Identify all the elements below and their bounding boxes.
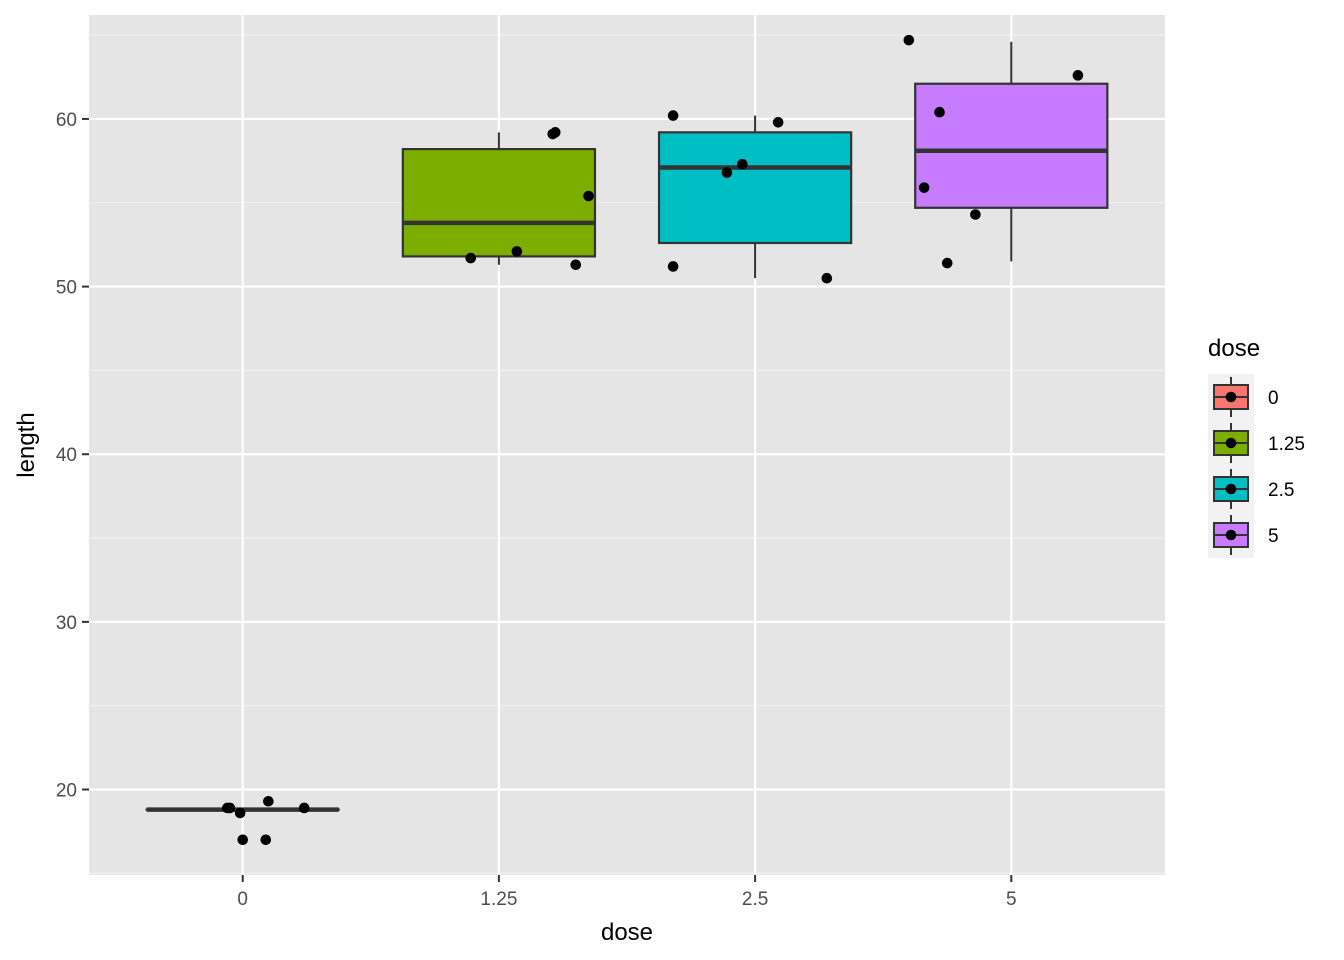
box-body xyxy=(914,82,1109,209)
legend-keys: 0 1.25 2.5 5 xyxy=(1208,374,1305,558)
points-layer xyxy=(222,34,1084,846)
y-tick-label: 40 xyxy=(56,445,77,466)
legend: dose 0 1.25 2.5 5 xyxy=(1208,335,1305,558)
legend-item-2.5: 2.5 xyxy=(1208,466,1294,512)
data-point xyxy=(298,802,310,814)
data-point xyxy=(511,246,523,257)
legend-item-0: 0 xyxy=(1208,374,1279,420)
data-point xyxy=(222,802,233,814)
x-tick-label: 0 xyxy=(237,889,248,910)
data-point xyxy=(234,807,246,819)
data-point xyxy=(1072,70,1084,81)
box-5 xyxy=(914,41,1109,262)
data-point xyxy=(934,106,945,118)
data-point xyxy=(465,252,477,264)
data-point xyxy=(941,257,953,269)
y-tick-label: 20 xyxy=(56,781,77,802)
data-point xyxy=(237,834,249,846)
data-point xyxy=(667,110,679,121)
boxes-layer xyxy=(145,41,1109,812)
legend-label: 1.25 xyxy=(1268,434,1305,455)
y-tick-label: 30 xyxy=(56,613,77,634)
x-tick-label: 2.5 xyxy=(742,889,768,910)
legend-key-point xyxy=(1225,437,1237,449)
axis-ticks: 20 30 40 50 60 0 1.25 2.5 5 xyxy=(56,110,1017,910)
legend-key-point xyxy=(1225,529,1237,541)
data-point xyxy=(667,261,679,272)
data-point xyxy=(970,209,981,220)
data-point xyxy=(903,34,915,46)
data-point xyxy=(260,834,272,846)
legend-key-point xyxy=(1225,391,1237,403)
box-body xyxy=(657,131,853,245)
legend-label: 5 xyxy=(1268,526,1279,547)
y-tick-label: 50 xyxy=(56,278,77,299)
box-body xyxy=(401,148,597,258)
x-tick-label: 1.25 xyxy=(480,889,517,910)
data-point xyxy=(570,259,582,271)
x-tick-label: 5 xyxy=(1006,889,1017,910)
data-point xyxy=(736,158,748,170)
legend-item-5: 5 xyxy=(1208,512,1279,558)
legend-title: dose xyxy=(1208,335,1260,362)
data-point xyxy=(549,127,561,138)
data-point xyxy=(772,116,784,128)
data-point xyxy=(263,795,274,807)
x-axis-title: dose xyxy=(601,919,653,946)
legend-label: 2.5 xyxy=(1268,480,1294,501)
data-point xyxy=(821,272,833,284)
y-axis-title: length xyxy=(13,412,40,477)
y-tick-label: 60 xyxy=(56,110,77,131)
legend-item-1.25: 1.25 xyxy=(1208,420,1305,466)
legend-key-point xyxy=(1225,483,1237,495)
data-point xyxy=(918,182,930,193)
legend-label: 0 xyxy=(1268,388,1279,409)
box-1.25 xyxy=(401,132,597,265)
box-2.5 xyxy=(657,115,853,279)
data-point xyxy=(721,167,733,178)
data-point xyxy=(583,190,594,202)
